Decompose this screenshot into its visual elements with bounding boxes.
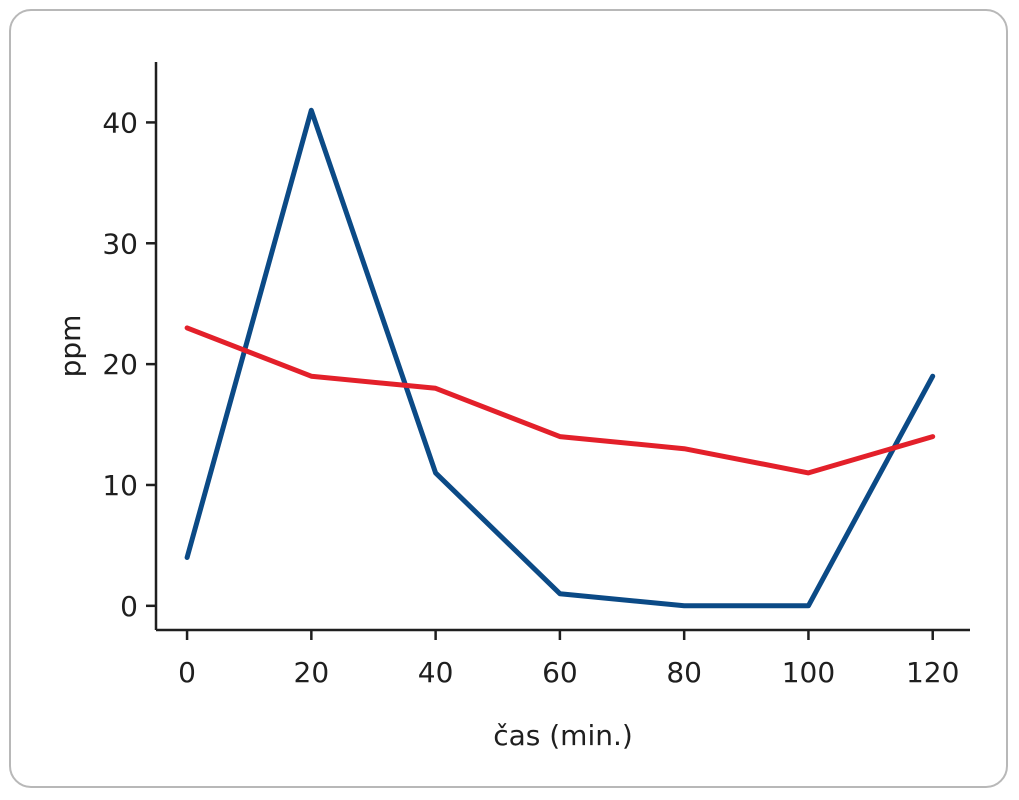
chart-frame	[9, 9, 1008, 788]
y-axis-label: ppm	[54, 315, 87, 378]
x-ticks: 0 20 40 60 80 100 120	[178, 630, 959, 689]
x-tick-label: 100	[782, 656, 835, 689]
x-tick-label: 80	[666, 656, 702, 689]
y-tick-label: 10	[102, 469, 138, 502]
y-tick-label: 40	[102, 106, 138, 139]
series-layer	[184, 107, 936, 609]
y-tick-label: 30	[102, 227, 138, 260]
x-tick-label: 20	[294, 656, 330, 689]
x-tick-label: 120	[906, 656, 959, 689]
y-tick-label: 0	[120, 590, 138, 623]
y-tick-label: 20	[102, 348, 138, 381]
series-line-2	[184, 325, 936, 476]
series-line-1	[184, 107, 936, 609]
y-ticks: 0 10 20 30 40	[102, 106, 156, 623]
x-tick-label: 60	[542, 656, 578, 689]
x-axis-label: čas (min.)	[493, 719, 633, 752]
x-tick-label: 0	[178, 656, 196, 689]
x-tick-label: 40	[418, 656, 454, 689]
